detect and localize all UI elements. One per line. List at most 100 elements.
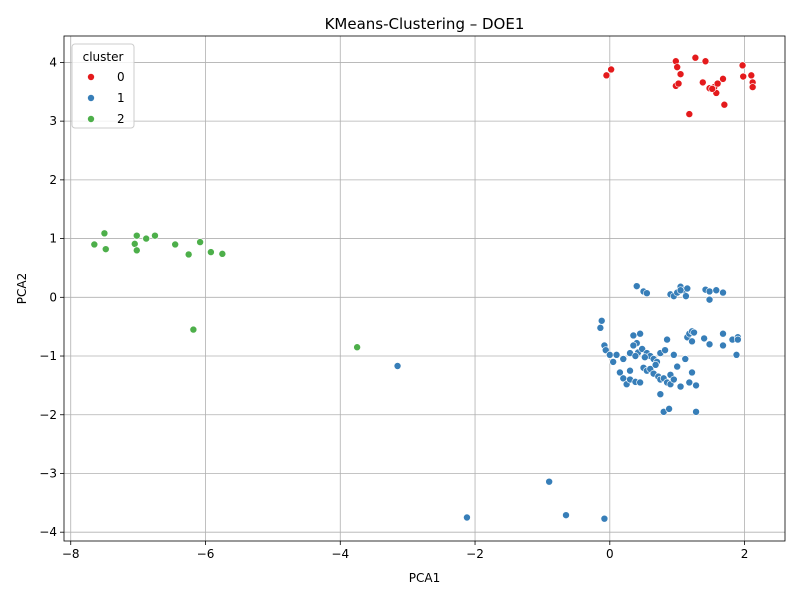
data-point-cluster-2: [218, 250, 227, 258]
legend-marker-cluster-2: [87, 115, 95, 123]
data-point-cluster-1: [683, 284, 692, 293]
data-point-cluster-1: [612, 351, 621, 359]
data-point-cluster-1: [705, 295, 714, 304]
data-point-cluster-0: [708, 85, 717, 93]
data-point-cluster-1: [596, 324, 605, 332]
y-tick-label: −3: [39, 466, 57, 480]
y-tick-label: 4: [49, 55, 57, 69]
data-point-cluster-1: [606, 351, 614, 359]
x-tick-label: −4: [331, 547, 349, 561]
data-point-cluster-1: [661, 346, 669, 354]
legend-marker-cluster-1: [87, 94, 95, 102]
data-point-cluster-1: [676, 286, 685, 295]
y-tick-label: 2: [49, 173, 57, 187]
data-point-cluster-1: [670, 351, 678, 359]
data-point-cluster-1: [545, 477, 553, 486]
data-point-cluster-1: [616, 368, 624, 377]
legend-label-cluster-2: 2: [117, 112, 125, 126]
legend: cluster 0 1 2: [71, 43, 135, 129]
data-point-cluster-1: [705, 340, 714, 349]
data-point-cluster-0: [719, 75, 727, 83]
legend-label-cluster-0: 0: [117, 70, 125, 84]
data-point-cluster-1: [629, 341, 638, 350]
data-point-cluster-1: [719, 341, 727, 350]
data-point-cluster-1: [665, 405, 673, 413]
data-point-cluster-1: [463, 513, 471, 522]
data-point-cluster-2: [100, 229, 109, 238]
data-point-cluster-1: [734, 335, 742, 344]
legend-box: [71, 43, 135, 129]
data-point-cluster-1: [712, 286, 721, 295]
data-point-cluster-2: [132, 246, 141, 255]
data-point-cluster-1: [609, 358, 617, 366]
data-point-cluster-0: [674, 79, 683, 88]
y-axis-label: PCA2: [15, 273, 29, 304]
data-point-cluster-0: [747, 71, 756, 80]
x-axis-label: PCA1: [409, 571, 440, 585]
data-point-cluster-1: [705, 287, 714, 296]
data-point-cluster-2: [171, 240, 179, 249]
plot-area-frame: [63, 35, 786, 542]
data-point-cluster-0: [738, 61, 747, 70]
data-point-cluster-1: [682, 292, 690, 300]
x-tick-label: −2: [466, 547, 484, 561]
data-points: [90, 53, 757, 523]
data-point-cluster-1: [676, 382, 685, 391]
data-point-cluster-1: [670, 375, 678, 384]
y-tick-label: −2: [39, 408, 57, 422]
data-point-cluster-1: [673, 362, 681, 371]
legend-label-cluster-1: 1: [117, 91, 125, 105]
y-tick-label: 3: [49, 114, 57, 128]
data-point-cluster-1: [636, 378, 644, 387]
data-point-cluster-0: [748, 83, 757, 91]
data-point-cluster-1: [719, 329, 727, 338]
y-tick-label: −4: [39, 525, 57, 539]
legend-items: 0 1 2: [87, 70, 125, 126]
data-point-cluster-2: [90, 240, 99, 249]
data-point-cluster-1: [700, 334, 708, 343]
data-point-cluster-2: [207, 248, 215, 256]
data-point-cluster-1: [688, 368, 696, 377]
data-point-cluster-1: [393, 362, 402, 370]
data-point-cluster-2: [196, 238, 204, 246]
data-point-cluster-1: [656, 390, 665, 398]
data-point-cluster-1: [631, 352, 640, 360]
x-tick-label: −8: [62, 547, 80, 561]
data-point-cluster-1: [681, 355, 690, 363]
data-point-cluster-1: [692, 408, 700, 416]
data-point-cluster-1: [629, 331, 638, 340]
legend-title: cluster: [83, 50, 124, 64]
data-point-cluster-2: [142, 234, 151, 243]
data-point-cluster-1: [643, 289, 651, 297]
data-point-cluster-2: [184, 250, 193, 259]
data-point-cluster-1: [600, 514, 609, 523]
data-point-cluster-1: [619, 355, 628, 363]
data-point-cluster-2: [151, 231, 159, 240]
data-point-cluster-0: [713, 79, 722, 88]
chart-title: KMeans-Clustering – DOE1: [325, 15, 525, 33]
data-point-cluster-1: [663, 335, 671, 344]
y-tick-label: 0: [49, 290, 57, 304]
data-point-cluster-1: [597, 316, 606, 325]
data-point-cluster-0: [701, 57, 710, 66]
data-point-cluster-2: [189, 325, 198, 334]
y-tick-label: 1: [49, 232, 57, 246]
data-point-cluster-0: [602, 71, 611, 80]
data-point-cluster-1: [632, 282, 641, 290]
data-point-cluster-2: [130, 240, 139, 248]
data-point-cluster-0: [691, 53, 700, 62]
data-point-cluster-1: [651, 361, 660, 369]
y-tick-label: −1: [39, 349, 57, 363]
data-point-cluster-0: [676, 70, 685, 78]
data-point-cluster-0: [607, 65, 615, 74]
data-point-cluster-1: [562, 511, 570, 519]
data-point-cluster-2: [101, 245, 110, 253]
data-point-cluster-1: [732, 351, 741, 359]
x-tick-label: −6: [197, 547, 215, 561]
data-point-cluster-1: [719, 288, 727, 297]
data-point-cluster-2: [353, 343, 361, 352]
grid-lines: [64, 36, 785, 541]
data-point-cluster-0: [720, 100, 729, 109]
data-point-cluster-0: [685, 110, 694, 118]
